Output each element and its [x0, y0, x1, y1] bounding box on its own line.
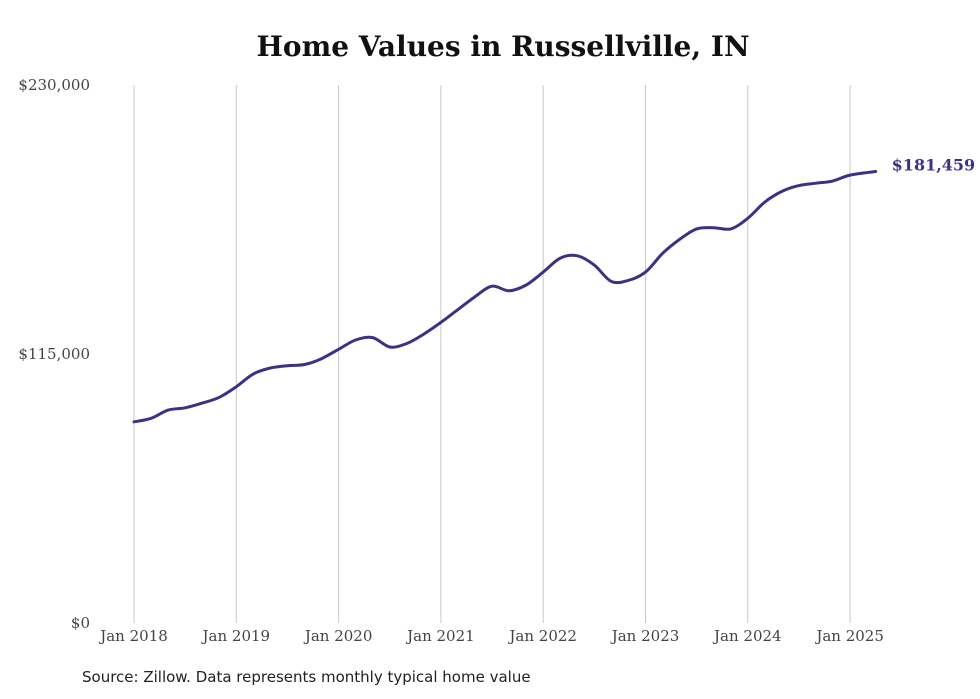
- x-tick-label: Jan 2023: [610, 627, 680, 645]
- x-axis-tick-labels: Jan 2018 Jan 2019 Jan 2020 Jan 2021 Jan 2022…: [98, 627, 884, 645]
- y-tick-label: $115,000: [18, 345, 90, 363]
- grid-lines: [133, 85, 851, 623]
- chart-title: Home Values in Russellville, IN: [256, 30, 750, 63]
- y-axis-tick-labels: $0 $115,000 $230,000: [18, 76, 90, 632]
- x-tick-label: Jan 2018: [98, 627, 168, 645]
- x-tick-label: Jan 2020: [303, 627, 373, 645]
- x-tick-label: Jan 2021: [405, 627, 475, 645]
- end-value-label: $181,459: [892, 156, 976, 175]
- x-tick-label: Jan 2019: [201, 627, 271, 645]
- y-tick-label: $0: [71, 614, 90, 632]
- x-tick-label: Jan 2024: [712, 627, 782, 645]
- y-tick-label: $230,000: [18, 76, 90, 94]
- home-value-line: [132, 170, 878, 424]
- x-tick-label: Jan 2022: [507, 627, 577, 645]
- source-note: Source: Zillow. Data represents monthly …: [82, 668, 531, 686]
- x-tick-label: Jan 2025: [814, 627, 884, 645]
